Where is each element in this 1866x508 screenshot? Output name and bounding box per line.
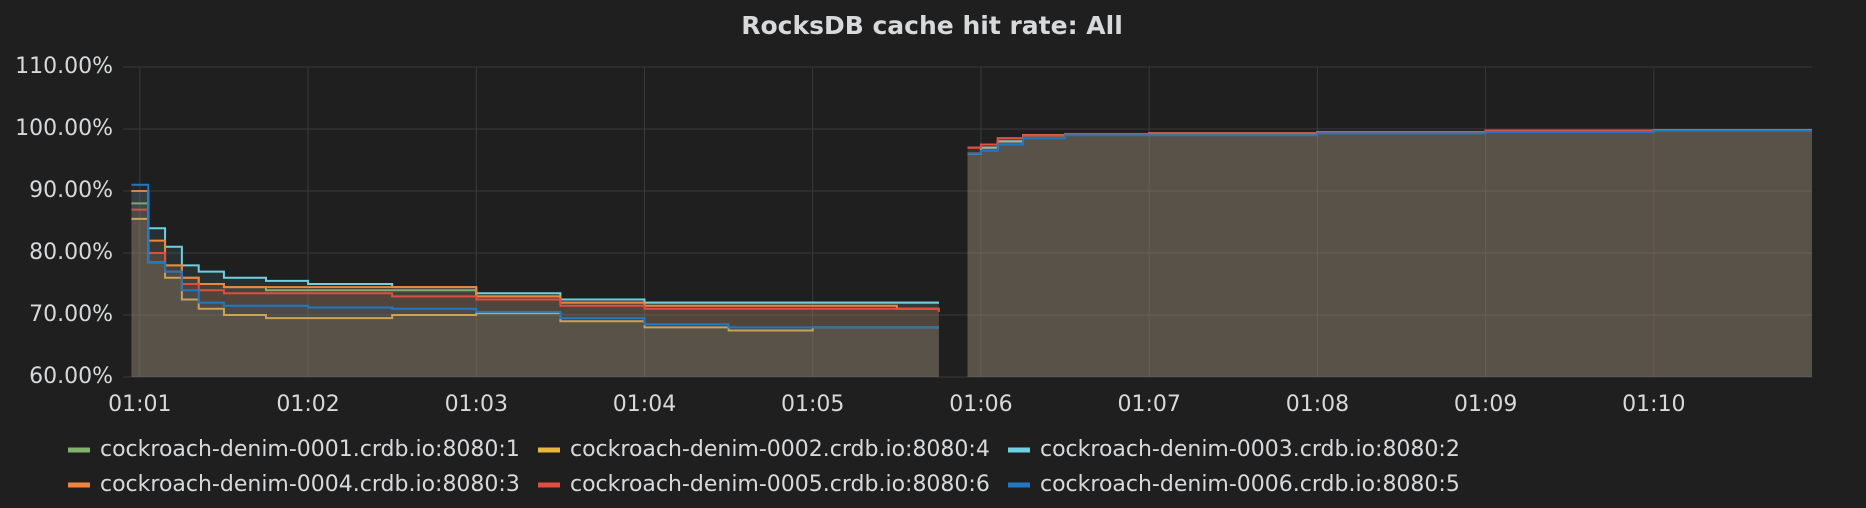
area [131, 130, 1812, 377]
y-tick-label: 90.00% [29, 178, 113, 203]
y-tick-label: 70.00% [29, 302, 113, 327]
x-tick-label: 01:08 [1286, 392, 1349, 417]
y-tick-label: 110.00% [15, 54, 113, 79]
series-line [131, 129, 1812, 329]
area [131, 130, 1812, 377]
legend-label: cockroach-denim-0001.crdb.io:8080:1 [100, 437, 520, 462]
area [131, 130, 1812, 377]
x-tick-label: 01:04 [613, 392, 676, 417]
x-tick-label: 01:10 [1622, 392, 1685, 417]
area [131, 130, 1812, 377]
x-tick-label: 01:03 [445, 392, 508, 417]
legend-label: cockroach-denim-0004.crdb.io:8080:3 [100, 472, 520, 497]
legend-label: cockroach-denim-0003.crdb.io:8080:2 [1040, 437, 1460, 462]
x-tick-label: 01:01 [108, 392, 171, 417]
y-tick-label: 80.00% [29, 240, 113, 265]
x-tick-label: 01:06 [949, 392, 1012, 417]
x-tick-label: 01:05 [781, 392, 844, 417]
chart-title: RocksDB cache hit rate: All [741, 11, 1123, 40]
x-tick-label: 01:07 [1117, 392, 1180, 417]
legend-label: cockroach-denim-0002.crdb.io:8080:4 [570, 437, 990, 462]
legend-label: cockroach-denim-0005.crdb.io:8080:6 [570, 472, 990, 497]
x-tick-label: 01:09 [1454, 392, 1517, 417]
y-tick-label: 100.00% [15, 116, 113, 141]
x-tick-label: 01:02 [276, 392, 339, 417]
area [131, 130, 1812, 377]
y-tick-label: 60.00% [29, 364, 113, 389]
area [131, 130, 1812, 377]
legend-label: cockroach-denim-0006.crdb.io:8080:5 [1040, 472, 1460, 497]
